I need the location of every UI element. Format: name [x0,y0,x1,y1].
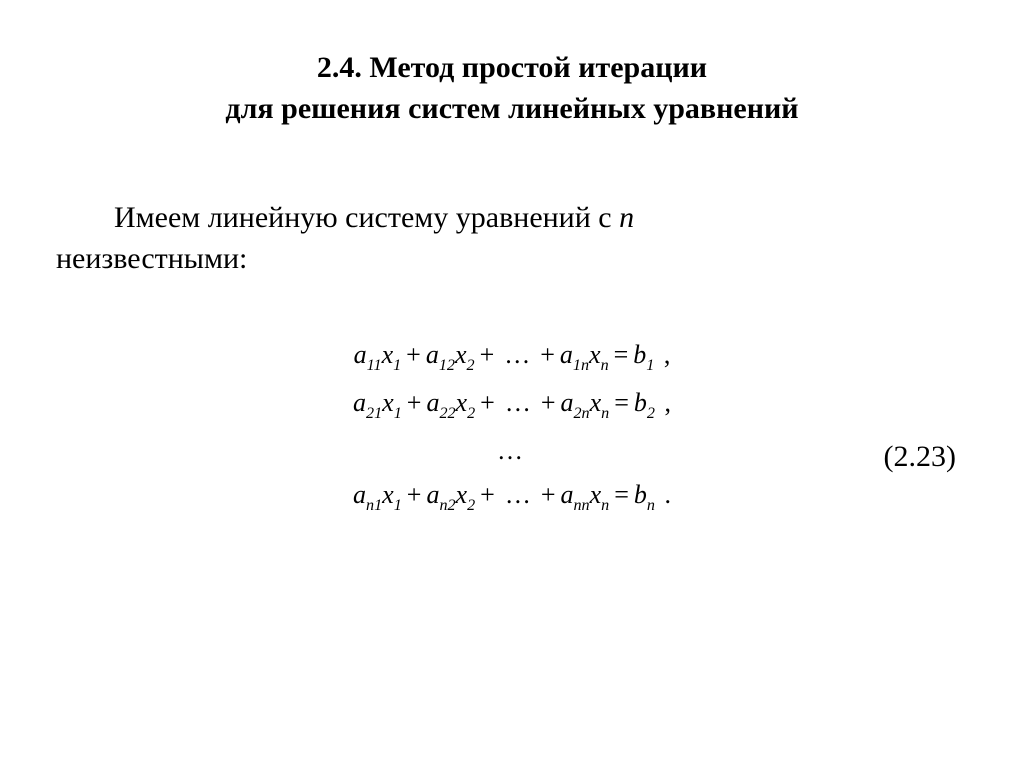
slide: 2.4. Метод простой итерации для решения … [0,0,1024,768]
section-heading: 2.4. Метод простой итерации для решения … [0,48,1024,129]
intro-paragraph: Имеем линейную систему уравнений с n неи… [56,198,936,279]
equation-row-ellipsis: … [497,436,527,466]
heading-line-2: для решения систем линейных уравнений [225,92,798,125]
intro-part1: Имеем линейную систему уравнений с [114,201,619,234]
equation-block: a11x1+a12x2+…+a1nxn=b1 , a21x1+a22x2+…+a2… [0,340,1024,515]
equation-row: an1x1+an2x2+…+annxn=bn . [353,480,671,514]
equation-row: a21x1+a22x2+…+a2nxn=b2 , [353,388,671,422]
equation-number: (2.23) [884,440,956,474]
equation-row: a11x1+a12x2+…+a1nxn=b1 , [354,340,671,374]
heading-line-1: 2.4. Метод простой итерации [317,51,707,84]
equation-lines: a11x1+a12x2+…+a1nxn=b1 , a21x1+a22x2+…+a2… [0,340,1024,515]
intro-italic-n: n [619,201,634,234]
intro-part2: неизвестными: [56,242,247,275]
